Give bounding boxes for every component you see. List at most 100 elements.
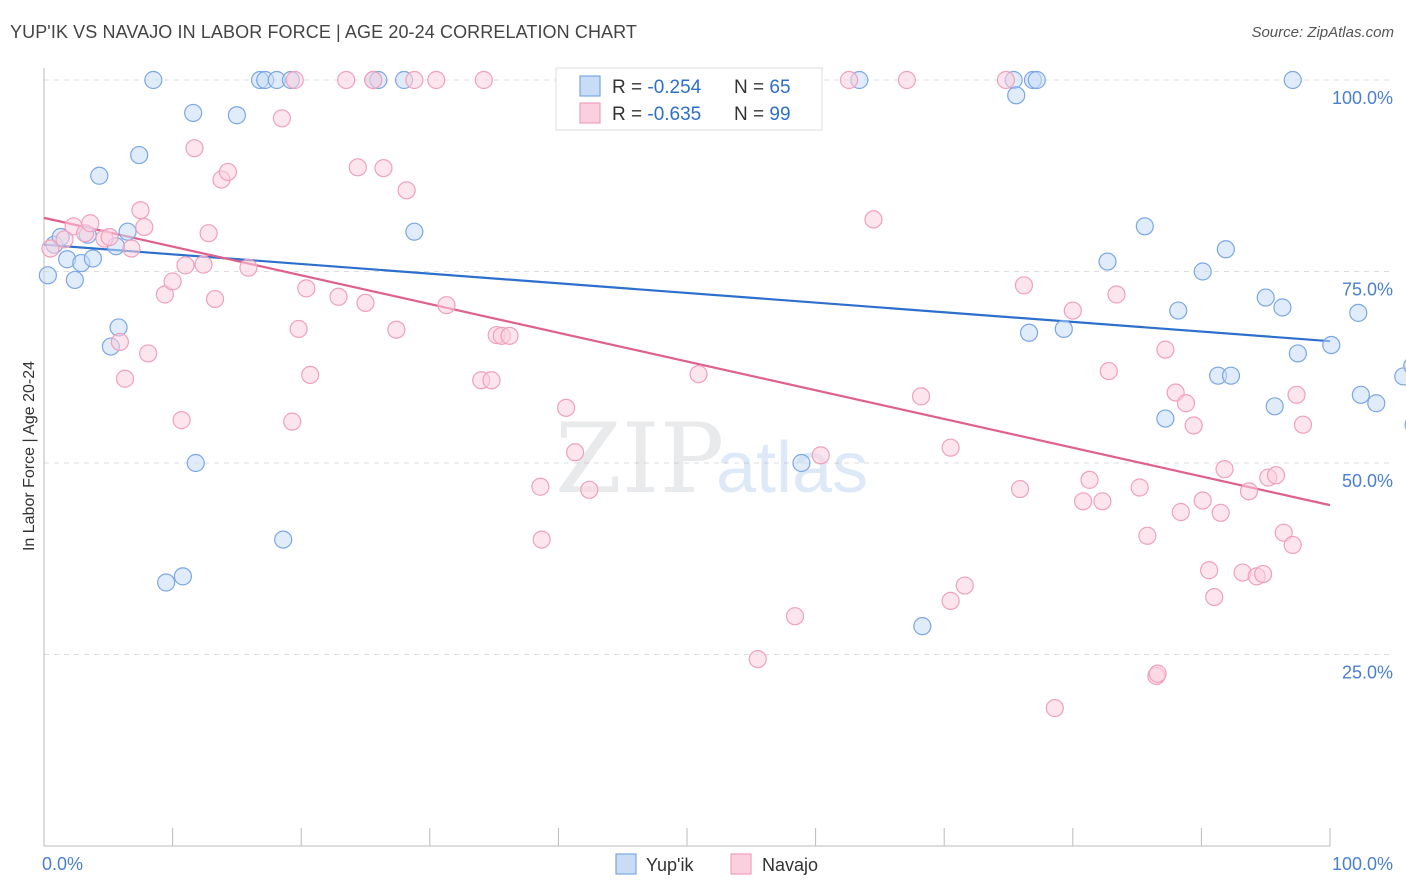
point-navajo-0 [41,239,60,258]
point-yupik-35 [1007,86,1026,105]
point-navajo-83 [1200,561,1219,580]
svg-text:R = -0.254: R = -0.254 [612,77,702,98]
chart-title: YUP'IK VS NAVAJO IN LABOR FORCE | AGE 20… [10,22,638,42]
point-navajo-58 [897,70,917,90]
point-navajo-63 [996,70,1016,90]
point-navajo-23 [239,258,258,277]
y-tick-label-0: 25.0% [1342,663,1393,683]
point-navajo-34 [374,158,393,178]
stats-legend: R = -0.254 N = 65 R = -0.635 N = 99 [555,67,823,131]
point-navajo-31 [337,70,356,90]
point-navajo-88 [1239,482,1259,501]
point-navajo-33 [356,293,375,313]
point-navajo-51 [689,365,708,384]
point-navajo-42 [482,371,501,390]
point-yupik-18 [186,453,205,473]
point-navajo-77 [1156,340,1175,359]
point-navajo-66 [1045,699,1064,718]
point-navajo-67 [1063,301,1082,320]
tick-labels: 25.0% 50.0% 75.0% 100.0% 0.0% 100.0% [42,88,1393,874]
point-yupik-17 [184,103,203,123]
point-navajo-12 [139,344,158,363]
point-navajo-94 [1283,535,1302,555]
legend-n-value-1: 65 [769,77,790,98]
point-navajo-68 [1073,492,1093,511]
point-navajo-64 [1010,479,1030,499]
point-yupik-57 [1394,367,1406,386]
trend-line-navajo [43,216,1331,507]
bottom-legend-label-navajo: Navajo [762,855,818,875]
point-yupik-43 [1169,301,1188,320]
points-layer [38,70,1406,718]
point-yupik-12 [118,222,137,241]
point-navajo-46 [531,477,550,496]
point-navajo-32 [348,158,367,177]
point-navajo-28 [297,279,316,298]
point-yupik-38 [1019,323,1039,342]
point-yupik-48 [1256,288,1275,307]
point-navajo-57 [864,210,883,229]
point-navajo-26 [285,70,304,90]
trend-line-yupik [43,243,1331,343]
legend-n-value-2: 99 [769,104,790,125]
point-navajo-92 [1266,466,1286,485]
point-navajo-29 [301,365,320,385]
x-tick-label-1: 100.0% [1332,854,1393,874]
point-navajo-70 [1093,492,1112,511]
point-navajo-7 [110,332,129,352]
point-navajo-39 [437,296,456,315]
point-navajo-90 [1254,564,1273,584]
point-navajo-80 [1176,394,1196,413]
point-yupik-53 [1322,335,1341,355]
source-credit: Source: ZipAtlas.com [1251,24,1394,41]
legend-swatch-navajo [579,102,601,124]
point-navajo-22 [218,162,237,182]
watermark: ZIP atlas [555,403,868,515]
point-navajo-60 [941,591,960,610]
point-navajo-55 [811,446,830,465]
point-navajo-56 [839,70,859,90]
point-navajo-85 [1211,503,1230,522]
trend-lines [43,216,1331,507]
legend-r-label-2: R = [612,104,647,125]
point-yupik-46 [1216,240,1235,259]
point-navajo-93 [1274,523,1293,542]
point-navajo-49 [566,443,585,462]
point-yupik-4 [65,270,84,290]
svg-text:N = 99: N = 99 [734,104,791,125]
point-navajo-41 [474,70,493,90]
point-yupik-31 [792,453,811,473]
point-navajo-59 [911,387,931,406]
axes [43,68,1331,847]
point-yupik-37 [1027,70,1046,90]
point-navajo-10 [131,201,150,220]
point-navajo-71 [1099,361,1118,381]
point-navajo-6 [100,227,119,247]
point-navajo-53 [785,607,805,626]
point-yupik-50 [1273,298,1292,317]
point-yupik-51 [1283,70,1302,90]
point-navajo-8 [115,369,135,388]
legend-r-value-2: -0.635 [647,104,701,125]
point-navajo-62 [955,576,974,595]
point-navajo-11 [135,217,154,237]
point-navajo-18 [194,255,213,274]
legend-n-label-2: N = [734,104,769,125]
point-yupik-54 [1349,303,1368,322]
point-yupik-8 [90,166,109,185]
point-yupik-15 [157,573,176,592]
point-yupik-16 [173,567,192,586]
legend-swatch-yupik [579,75,601,97]
point-navajo-25 [283,412,302,431]
point-navajo-4 [81,214,100,233]
point-navajo-48 [557,398,576,417]
series-legend: Yup'ik Navajo [615,853,818,875]
legend-r-value-1: -0.254 [647,77,701,98]
y-tick-label-3: 100.0% [1332,88,1393,108]
point-yupik-41 [1135,217,1154,236]
point-yupik-33 [913,617,932,636]
point-navajo-30 [329,287,348,306]
point-yupik-44 [1193,262,1212,281]
x-axis-ticks [43,828,1331,846]
point-navajo-27 [289,319,308,339]
